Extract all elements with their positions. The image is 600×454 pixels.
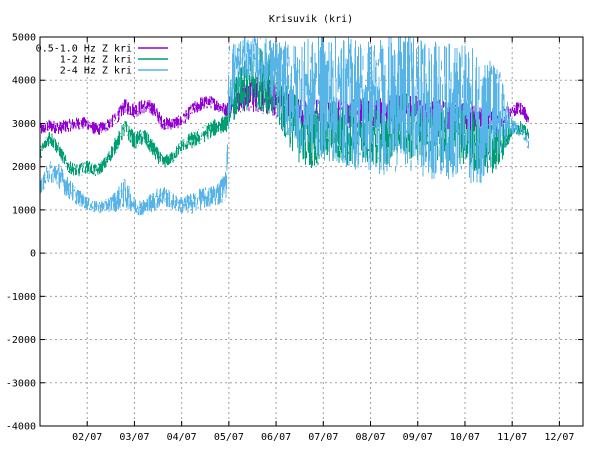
x-tick-label: 08/07 <box>355 432 385 443</box>
series-layer <box>40 37 529 216</box>
x-tick-label: 10/07 <box>450 432 480 443</box>
x-tick-label: 05/07 <box>214 432 244 443</box>
legend-label: 2-4 Hz Z kri <box>60 66 132 77</box>
y-tick-label: 2000 <box>12 162 36 173</box>
legend-label: 0.5-1.0 Hz Z kri <box>36 44 132 55</box>
x-tick-label: 03/07 <box>119 432 149 443</box>
series-line <box>40 37 529 216</box>
y-tick-label: 3000 <box>12 119 36 130</box>
y-tick-label: -1000 <box>6 292 36 303</box>
y-tick-label: -4000 <box>6 422 36 433</box>
x-tick-label: 09/07 <box>403 432 433 443</box>
legend-label: 1-2 Hz Z kri <box>60 55 132 66</box>
x-tick-label: 12/07 <box>544 432 574 443</box>
y-tick-label: -2000 <box>6 335 36 346</box>
y-tick-label: 5000 <box>12 33 36 44</box>
chart-title: Krisuvik (kri) <box>269 14 353 25</box>
x-tick-label: 02/07 <box>72 432 102 443</box>
plot-frame <box>39 36 584 427</box>
x-tick-label: 07/07 <box>308 432 338 443</box>
y-tick-label: -3000 <box>6 378 36 389</box>
x-tick-label: 04/07 <box>167 432 197 443</box>
y-tick-label: 4000 <box>12 76 36 87</box>
y-tick-label: 0 <box>30 249 36 260</box>
x-tick-label: 06/07 <box>261 432 291 443</box>
series-3 <box>40 37 529 216</box>
x-tick-label: 11/07 <box>497 432 527 443</box>
y-tick-label: 1000 <box>12 205 36 216</box>
axes: 5000 4000 3000 2000 1000 0 -1000 -2000 -3000 -400… <box>6 33 583 443</box>
